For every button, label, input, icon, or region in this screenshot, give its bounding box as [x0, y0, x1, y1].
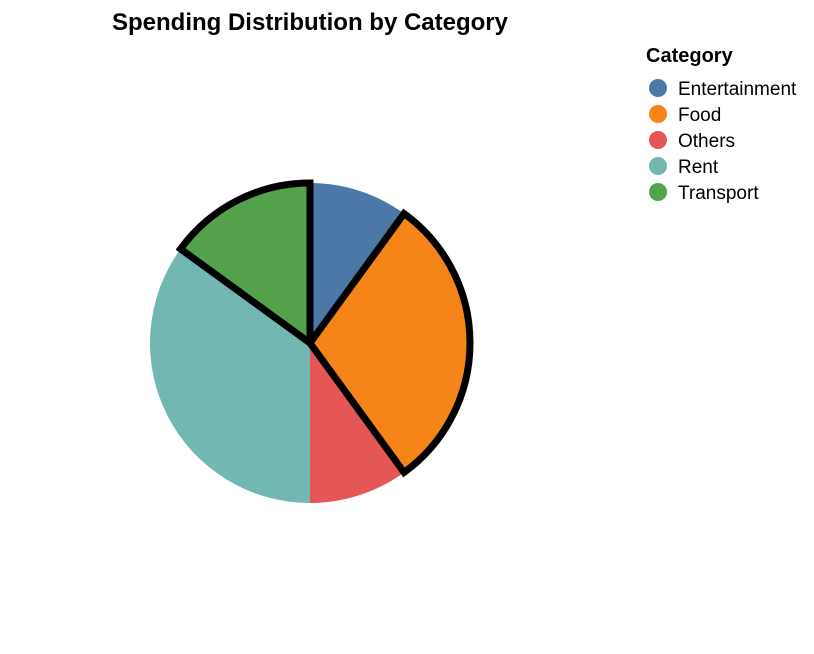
- legend-swatch-others: [649, 131, 667, 149]
- pie-slice-others[interactable]: [310, 343, 405, 503]
- legend-swatch-rent: [649, 157, 667, 175]
- pie-slice-rent[interactable]: [149, 248, 310, 503]
- legend-label-food: Food: [678, 105, 721, 126]
- pie-slices: [149, 179, 474, 503]
- legend-label-entertainment: Entertainment: [678, 79, 797, 100]
- legend-title: Category: [646, 45, 734, 67]
- legend: Category Entertainment Food Others Rent Tran…: [646, 45, 797, 204]
- pie-slice-transport[interactable]: [175, 179, 314, 350]
- legend-swatch-food: [649, 105, 667, 123]
- legend-label-rent: Rent: [678, 157, 719, 178]
- chart-title: Spending Distribution by Category: [112, 9, 509, 36]
- pie-slice-food[interactable]: [305, 208, 474, 478]
- pie-slice-entertainment[interactable]: [310, 183, 405, 343]
- legend-swatch-entertainment: [649, 79, 667, 97]
- legend-label-transport: Transport: [678, 183, 759, 204]
- legend-label-others: Others: [678, 131, 735, 152]
- legend-swatch-transport: [649, 183, 667, 201]
